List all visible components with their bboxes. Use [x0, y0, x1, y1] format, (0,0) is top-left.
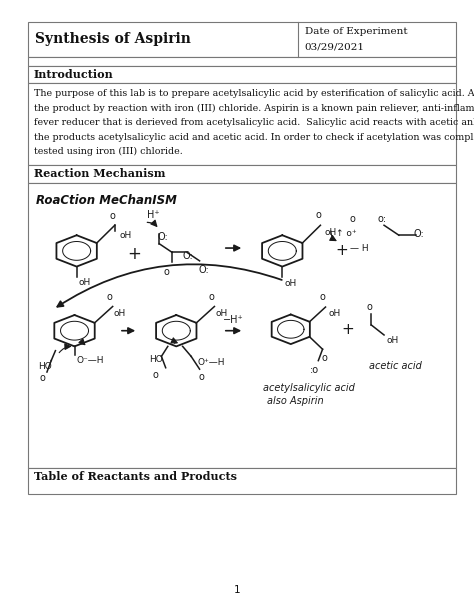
- Text: o: o: [110, 211, 116, 221]
- Text: +: +: [342, 322, 355, 337]
- Bar: [28, 165, 456, 183]
- Text: O:: O:: [199, 265, 210, 275]
- Text: H⁺: H⁺: [146, 210, 159, 219]
- Text: also Aspirin: also Aspirin: [267, 396, 324, 406]
- Text: Synthesis of Aspirin: Synthesis of Aspirin: [35, 32, 191, 47]
- Text: oH: oH: [215, 309, 228, 318]
- Text: Reaction Mechanism: Reaction Mechanism: [34, 168, 165, 179]
- Text: fever reducer that is derieved from acetylsalicylic acid.  Salicylic acid reacts: fever reducer that is derieved from acet…: [34, 118, 474, 127]
- Text: oH: oH: [79, 278, 91, 287]
- Text: the product by reaction with iron (III) chloride. Aspirin is a known pain reliev: the product by reaction with iron (III) …: [34, 104, 474, 113]
- Text: oH: oH: [328, 309, 340, 318]
- Text: O⁻—H: O⁻—H: [77, 356, 104, 365]
- Text: HO: HO: [38, 362, 52, 371]
- Text: +: +: [127, 245, 141, 263]
- Text: tested using iron (III) chloride.: tested using iron (III) chloride.: [34, 147, 183, 156]
- Text: −H⁺: −H⁺: [223, 315, 244, 325]
- Text: acetic acid: acetic acid: [369, 360, 422, 371]
- Text: the products acetylsalicylic acid and acetic acid. In order to check if acetylat: the products acetylsalicylic acid and ac…: [34, 132, 474, 142]
- Text: o: o: [106, 292, 112, 302]
- Bar: [28, 22, 456, 57]
- Text: oH: oH: [325, 228, 337, 237]
- Bar: [28, 57, 456, 66]
- Text: 1: 1: [234, 585, 240, 595]
- Text: 03/29/2021: 03/29/2021: [305, 43, 365, 52]
- Text: oH: oH: [119, 230, 131, 240]
- Text: oH: oH: [284, 280, 297, 288]
- Text: O:: O:: [157, 232, 168, 242]
- Text: O⁺—H: O⁺—H: [198, 358, 225, 367]
- Text: O:: O:: [414, 229, 425, 239]
- Text: oH: oH: [114, 309, 126, 318]
- Text: o: o: [349, 214, 355, 224]
- Bar: [28, 183, 456, 468]
- Text: o: o: [315, 210, 321, 219]
- Text: Table of Reactants and Products: Table of Reactants and Products: [34, 471, 237, 482]
- Text: — H: — H: [350, 243, 369, 253]
- Text: HO: HO: [149, 355, 163, 364]
- Text: o: o: [366, 302, 372, 312]
- Text: oH: oH: [386, 337, 399, 345]
- Text: RoaCtion MeChanISM: RoaCtion MeChanISM: [36, 194, 177, 207]
- Text: o: o: [319, 292, 326, 302]
- Text: o: o: [40, 373, 46, 384]
- Text: o: o: [199, 372, 205, 382]
- Text: Date of Experiment: Date of Experiment: [305, 27, 407, 36]
- Bar: [28, 468, 456, 493]
- Text: :o: :o: [310, 365, 319, 375]
- Text: o: o: [322, 352, 328, 363]
- Text: acetylsalicylic acid: acetylsalicylic acid: [263, 383, 355, 394]
- Text: The purpose of this lab is to prepare acetylsalicylic acid by esterification of : The purpose of this lab is to prepare ac…: [34, 89, 474, 98]
- Text: O:: O:: [182, 251, 193, 261]
- Bar: [28, 83, 456, 165]
- Text: o:: o:: [377, 214, 386, 224]
- Text: +: +: [335, 243, 348, 259]
- Text: o: o: [152, 370, 158, 380]
- Text: ↑ o⁺: ↑ o⁺: [336, 229, 356, 238]
- Text: o: o: [164, 267, 170, 276]
- Text: Introduction: Introduction: [34, 69, 114, 80]
- Bar: [28, 66, 456, 83]
- Text: o: o: [208, 292, 214, 302]
